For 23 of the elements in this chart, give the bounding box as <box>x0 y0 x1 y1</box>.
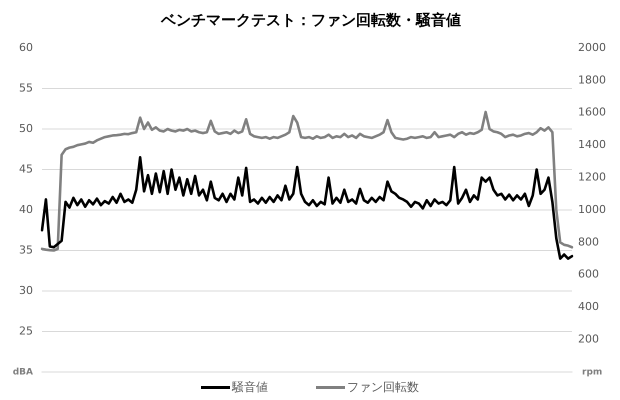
y2-tick-label: 2000 <box>578 40 606 54</box>
legend-label: 騒音値 <box>232 379 268 395</box>
y2-tick-label: 1600 <box>578 106 606 119</box>
y-tick-label: 30 <box>18 284 33 297</box>
y2-tick-label: 400 <box>578 300 600 314</box>
y2-tick-label: 600 <box>578 268 600 281</box>
y-axis-title: dBA <box>12 367 34 378</box>
legend-label: ファン回転数 <box>347 379 419 395</box>
y2-tick-label: 800 <box>578 235 600 248</box>
y2-tick-label: 200 <box>578 332 600 346</box>
y-tick-label: 40 <box>18 202 33 216</box>
chart-title: ベンチマークテスト：ファン回転数・騒音値 <box>160 10 461 29</box>
y2-tick-label: 1400 <box>578 138 606 152</box>
y-tick-label: 50 <box>18 122 33 135</box>
y-tick-label: 25 <box>18 324 33 338</box>
y-tick-label: 45 <box>18 162 33 176</box>
y-tick-label: 60 <box>18 40 33 54</box>
y-tick-label: 55 <box>18 81 33 94</box>
y2-tick-label: 1000 <box>578 202 606 216</box>
y-tick-label: 35 <box>18 243 33 256</box>
y2-axis-title: rpm <box>582 367 602 378</box>
y2-tick-label: 1800 <box>578 73 606 86</box>
y2-tick-label: 1200 <box>578 170 606 184</box>
